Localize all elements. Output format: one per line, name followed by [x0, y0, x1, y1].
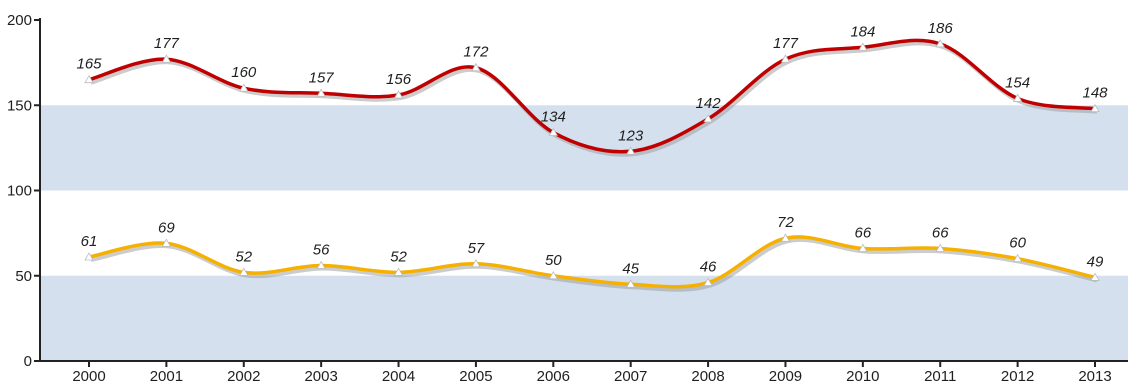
series-1-point — [84, 252, 94, 261]
x-tick-label: 2012 — [1001, 368, 1034, 385]
y-tick-label: 50 — [15, 268, 32, 285]
series-1-point — [161, 238, 172, 247]
series-0-data-label: 157 — [309, 69, 335, 86]
series-0-data-label: 142 — [696, 95, 722, 112]
series-1-point — [626, 279, 636, 288]
series-0-point — [393, 90, 404, 99]
series-layer — [84, 38, 1100, 292]
series-0-data-label: 160 — [231, 64, 257, 81]
x-tick-label: 2001 — [150, 368, 183, 385]
series-0-data-label: 156 — [386, 71, 412, 88]
x-tick-label: 2009 — [769, 368, 802, 385]
series-1-line — [87, 235, 1097, 289]
series-1-data-label: 72 — [777, 214, 794, 231]
series-0-point — [84, 74, 94, 84]
series-0-data-label: 165 — [76, 56, 102, 73]
series-0-data-label: 186 — [928, 20, 954, 37]
series-1-data-label: 52 — [235, 248, 252, 265]
series-1-data-label: 52 — [390, 248, 407, 265]
series-1-point — [703, 277, 713, 286]
series-1-data-label: 46 — [700, 259, 717, 276]
x-tick-label: 2003 — [304, 368, 337, 385]
series-0-point — [703, 114, 713, 123]
series-1-data-label: 61 — [81, 233, 98, 250]
series-0-point — [161, 54, 172, 63]
series-0-point — [239, 83, 249, 92]
x-tick-label: 2006 — [537, 368, 570, 385]
x-tick-label: 2013 — [1078, 368, 1111, 385]
y-tick-label: 200 — [7, 12, 32, 29]
series-1-data-label: 45 — [622, 260, 639, 277]
axes: 0 50 100 150 200 2000 2001 2002 2003 2004 2005 2006… — [7, 12, 1128, 385]
series-1-data-label: 50 — [545, 252, 562, 269]
series-1-data-label: 60 — [1009, 235, 1026, 252]
series-0-point — [935, 39, 945, 48]
background-bands — [40, 105, 1128, 361]
y-tick-label: 100 — [7, 183, 32, 200]
series-1-point — [393, 267, 404, 276]
x-tick-label: 2005 — [459, 368, 492, 385]
series-1-point — [548, 270, 558, 280]
series-1-data-label: 66 — [932, 224, 949, 241]
data-labels: 165 177 160 157 156 172 134 123 142 177 184 186 154 1… — [76, 20, 1108, 277]
series-0-point — [1090, 103, 1100, 113]
y-tick-label: 150 — [7, 97, 32, 114]
y-tick-label: 0 — [24, 353, 32, 370]
series-1-point — [858, 243, 868, 252]
series-0-data-label: 154 — [1005, 74, 1030, 91]
x-tick-label: 2004 — [382, 368, 415, 385]
series-0-shadow — [90, 41, 1098, 157]
series-0-data-label: 148 — [1082, 85, 1108, 102]
x-tick-label: 2011 — [924, 368, 956, 385]
series-1-point — [316, 260, 326, 269]
series-0-point — [316, 88, 326, 97]
series-1-data-label: 56 — [313, 242, 330, 259]
x-tick-label: 2002 — [227, 368, 260, 385]
series-0-data-label: 177 — [773, 35, 799, 52]
series-1-point — [471, 259, 481, 268]
series-0-point — [548, 127, 558, 136]
series-1-point — [935, 243, 945, 252]
series-0-data-label: 177 — [154, 35, 180, 52]
series-0-data-label: 172 — [463, 44, 489, 61]
series-0-point — [858, 42, 868, 51]
series-0-point — [471, 62, 481, 72]
x-tick-label: 2007 — [614, 368, 647, 385]
background-band-0 — [40, 275, 1128, 361]
series-0-point — [626, 146, 636, 155]
series-1-point — [1012, 253, 1023, 263]
series-1-shadow — [90, 237, 1098, 292]
series-1-data-label: 69 — [158, 219, 175, 236]
series-0-data-label: 123 — [618, 127, 644, 144]
series-0-point — [780, 54, 791, 63]
series-1-point — [239, 267, 249, 276]
series-0-data-label: 184 — [850, 23, 875, 40]
x-tick-label: 2010 — [846, 368, 879, 385]
series-1-data-label: 66 — [855, 224, 872, 241]
series-0-data-label: 134 — [541, 109, 566, 126]
series-1-data-label: 57 — [468, 240, 485, 257]
series-1-point — [1090, 272, 1100, 281]
series-0-point — [1012, 93, 1023, 102]
series-1-data-label: 49 — [1087, 253, 1104, 270]
x-tick-label: 2008 — [691, 368, 724, 385]
series-1-point — [780, 233, 791, 242]
x-tick-label: 2000 — [72, 368, 105, 385]
